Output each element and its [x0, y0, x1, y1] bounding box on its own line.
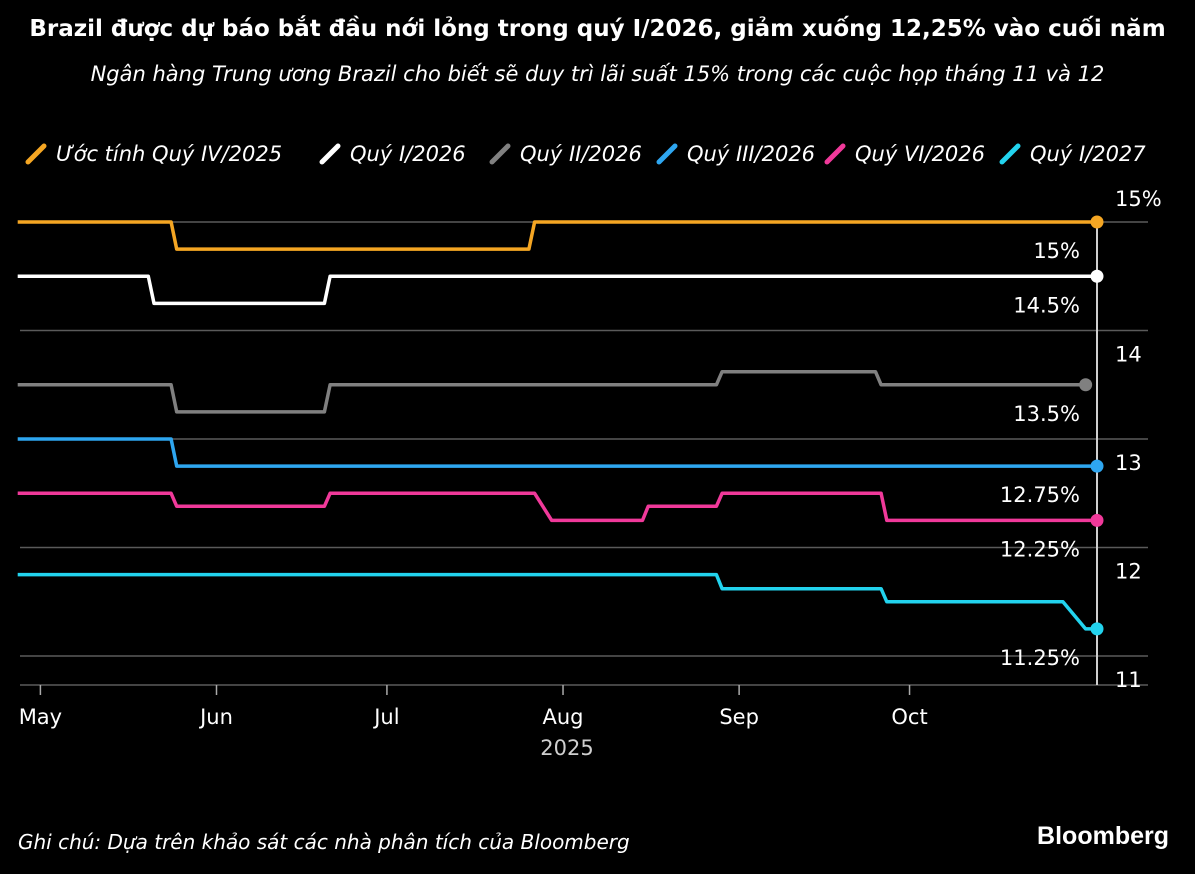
x-tick-label: Jun	[198, 705, 233, 729]
series-line-1	[17, 220, 1097, 251]
x-tick-label: Oct	[891, 705, 927, 729]
legend-label: Quý VI/2026	[855, 142, 985, 166]
series-end-label-6: 11.25%	[1000, 646, 1080, 670]
series-end-point-1	[1090, 215, 1104, 229]
legend-label: Quý III/2026	[687, 142, 815, 166]
series-end-point-6	[1090, 622, 1104, 636]
series-end-label-2: 14.5%	[1013, 293, 1080, 317]
series-line-6	[17, 572, 1097, 631]
series-line-2	[17, 274, 1097, 306]
y-tick-label: 13	[1115, 451, 1142, 475]
y-tick-label: 15%	[1115, 187, 1162, 211]
legend-swatch	[656, 143, 678, 165]
x-year-label: 2025	[540, 736, 593, 760]
series-end-label-1: 15%	[1033, 239, 1080, 263]
y-tick-label: 14	[1115, 343, 1142, 367]
chart-title: Brazil được dự báo bắt đầu nới lỏng tron…	[29, 16, 1166, 42]
series-line-3	[17, 369, 1086, 414]
y-axis: 15% 14 13 12 11	[1115, 187, 1162, 692]
legend-label: Quý I/2027	[1030, 142, 1146, 166]
legend-swatch	[999, 143, 1021, 165]
legend-label: Quý I/2026	[350, 142, 466, 166]
x-tick-label: May	[19, 705, 62, 729]
end-labels: 15% 14.5% 13.5% 12.75% 12.25% 11.25%	[1000, 239, 1080, 670]
legend-swatch	[25, 143, 47, 165]
series-end-label-5: 12.25%	[1000, 537, 1080, 561]
x-tick-label: Aug	[543, 705, 584, 729]
series-line-4	[17, 437, 1097, 468]
legend-swatch	[489, 143, 511, 165]
series-line-5	[17, 491, 1097, 523]
chart-subtitle: Ngân hàng Trung ương Brazil cho biết sẽ …	[90, 62, 1105, 86]
legend-swatch	[824, 143, 846, 165]
brand-logo-text: Bloomberg	[1037, 822, 1169, 850]
x-axis: May Jun Jul Aug Sep Oct 2025	[19, 685, 928, 760]
footnote: Ghi chú: Dựa trên khảo sát các nhà phân …	[18, 830, 630, 854]
legend-label: Quý II/2026	[520, 142, 642, 166]
x-tick-label: Sep	[719, 705, 759, 729]
series-end-point-3	[1079, 378, 1093, 392]
series-end-label-4: 12.75%	[1000, 483, 1080, 507]
x-tick-label: Jul	[372, 705, 399, 729]
y-tick-label: 12	[1115, 560, 1142, 584]
legend-swatch	[319, 143, 341, 165]
grid	[20, 221, 1148, 686]
legend-label: Ước tính Quý IV/2025	[56, 142, 282, 166]
series-end-point-2	[1090, 269, 1104, 283]
y-tick-label: 11	[1115, 668, 1142, 692]
series-end-point-4	[1090, 459, 1104, 473]
legend: Ước tính Quý IV/2025 Quý I/2026 Quý II/202…	[25, 142, 1146, 166]
series-lines	[17, 215, 1104, 685]
series-end-point-5	[1090, 513, 1104, 527]
series-end-label-3: 13.5%	[1013, 402, 1080, 426]
